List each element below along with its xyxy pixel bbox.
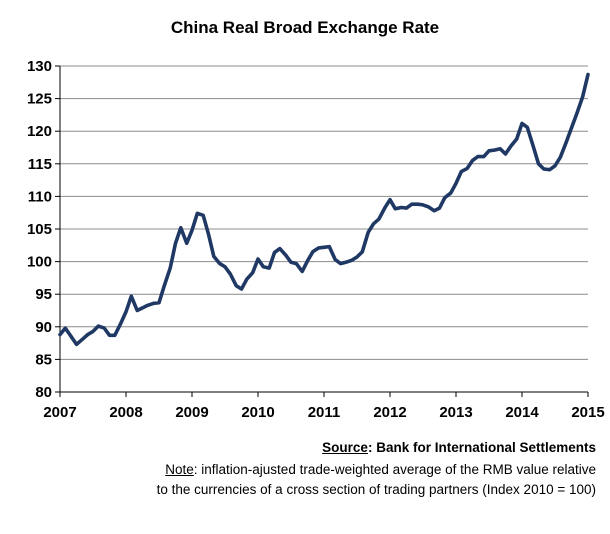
x-tick-label: 2007 xyxy=(43,404,76,421)
y-tick-label: 95 xyxy=(35,286,52,303)
source-text: : Bank for International Settlements xyxy=(367,440,596,455)
y-tick-label: 80 xyxy=(35,384,52,401)
y-tick-label: 120 xyxy=(27,123,52,140)
y-tick-label: 130 xyxy=(27,58,52,75)
y-tick-label: 90 xyxy=(35,319,52,336)
x-tick-label: 2012 xyxy=(373,404,406,421)
note-text: : inflation-ajusted trade-weighted avera… xyxy=(156,462,596,497)
x-tick-label: 2015 xyxy=(571,404,604,421)
x-tick-label: 2009 xyxy=(175,404,208,421)
source-line: Source: Bank for International Settlemen… xyxy=(322,438,596,458)
series-line-exchange-rate xyxy=(58,72,590,347)
x-tick-label: 2014 xyxy=(505,404,539,421)
series-layer xyxy=(58,72,590,347)
chart-title: China Real Broad Exchange Rate xyxy=(170,18,440,37)
x-tick-label: 2008 xyxy=(109,404,142,421)
x-tick-label: 2011 xyxy=(308,404,341,421)
y-tick-label: 105 xyxy=(27,221,52,238)
x-tick-labels: 2007 2008 2009 2010 2011 2012 2013 2014 2015 xyxy=(43,404,604,421)
note-label: Note xyxy=(165,462,194,477)
x-tick-label: 2010 xyxy=(241,404,274,421)
x-tick-label: 2013 xyxy=(439,404,472,421)
y-tick-label: 100 xyxy=(27,254,52,271)
y-tick-label: 110 xyxy=(28,188,52,205)
y-tick-label: 115 xyxy=(28,156,52,173)
y-tick-labels: 80 85 90 95 100 105 110 115 120 125 130 xyxy=(27,58,52,401)
y-tick-label: 85 xyxy=(35,351,52,368)
note-block: Note: inflation-ajusted trade-weighted a… xyxy=(156,460,596,500)
source-label: Source xyxy=(322,440,368,455)
gridlines xyxy=(60,65,588,393)
axes xyxy=(55,65,589,397)
y-tick-label: 125 xyxy=(27,91,52,108)
